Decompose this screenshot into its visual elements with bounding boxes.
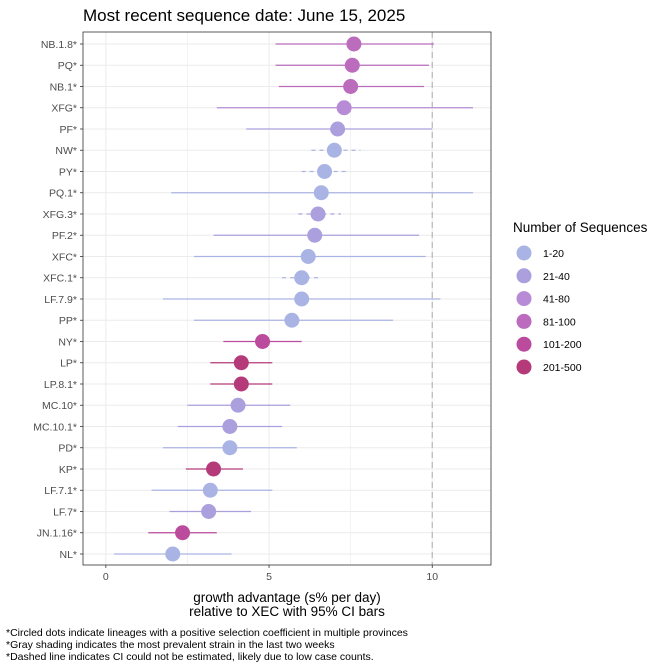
legend: 1-20 21-40 41-80 81-100 101-200 201-500 — [516, 245, 582, 375]
category-label: PY* — [59, 166, 77, 178]
category-label: PF* — [59, 124, 77, 136]
data-point — [310, 206, 326, 222]
category-label: XFG* — [51, 103, 77, 115]
footnote-2: *Gray shading indicates the most prevale… — [6, 639, 335, 651]
data-point — [317, 164, 333, 179]
category-label: NB.1* — [50, 81, 77, 93]
footnote-3: *Dashed line indicates CI could not be e… — [6, 651, 374, 663]
data-point — [284, 312, 300, 328]
legend-label: 21-40 — [543, 271, 570, 283]
data-point — [201, 504, 217, 519]
data-point — [233, 355, 249, 371]
x-axis-label-line2: relative to XEC with 95% CI bars — [189, 604, 385, 619]
points-layer — [165, 36, 362, 562]
data-point — [294, 270, 310, 286]
category-label: XFG.3* — [43, 209, 77, 221]
category-label: PD* — [58, 443, 77, 455]
legend-label: 201-500 — [543, 362, 582, 374]
data-point — [343, 79, 359, 94]
data-point — [336, 100, 352, 116]
category-label: NL* — [59, 549, 77, 561]
category-label: PQ* — [58, 60, 77, 72]
category-label: XFC* — [52, 251, 77, 263]
legend-key — [516, 245, 532, 261]
category-label: NW* — [55, 145, 77, 157]
category-label: MC.10* — [42, 400, 77, 412]
category-label: JN.1.16* — [37, 528, 77, 540]
category-label: NY* — [58, 336, 77, 348]
category-label: NB.1.8* — [41, 39, 77, 51]
panel-border — [82, 31, 492, 566]
data-point — [202, 482, 218, 498]
data-point — [255, 334, 271, 349]
x-tick-label: 10 — [426, 571, 438, 583]
x-axis-label-line1: growth advantage (s% per day) — [193, 590, 381, 605]
data-point — [206, 461, 222, 477]
category-label: PP* — [59, 315, 77, 327]
data-point — [175, 525, 191, 541]
x-tick-label: 0 — [103, 571, 109, 583]
data-point — [230, 397, 246, 413]
footnote-1: *Circled dots indicate lineages with a p… — [6, 627, 408, 639]
legend-key — [516, 336, 532, 352]
legend-key — [516, 313, 532, 329]
data-point — [346, 36, 362, 52]
category-label: PQ.1* — [49, 188, 77, 200]
legend-key — [516, 268, 532, 284]
legend-label: 1-20 — [543, 248, 564, 260]
x-tick-label: 5 — [266, 571, 272, 583]
x-tick-labels: 0 5 10 — [103, 565, 438, 583]
category-label: LF.7.9* — [44, 294, 77, 306]
legend-key — [516, 291, 532, 307]
category-labels: NB.1.8* PQ* NB.1* XFG* PF* NW* PY* PQ.1* XFG.3* P… — [33, 39, 83, 561]
data-point — [233, 376, 249, 392]
legend-label: 101-200 — [543, 339, 582, 351]
category-label: XFC.1* — [43, 273, 77, 285]
data-point — [313, 185, 329, 201]
category-label: LF.7.1* — [44, 485, 77, 497]
data-point — [165, 546, 181, 562]
data-point — [222, 440, 238, 456]
data-point — [307, 227, 323, 243]
data-point — [294, 291, 310, 307]
category-label: LP* — [60, 358, 77, 370]
category-label: PF.2* — [52, 230, 77, 242]
legend-label: 81-100 — [543, 316, 576, 328]
category-label: LP.8.1* — [44, 379, 77, 391]
legend-key — [516, 359, 532, 375]
category-label: LF.7* — [53, 506, 77, 518]
ci-bars-layer — [114, 43, 474, 555]
category-label: MC.10.1* — [33, 421, 77, 433]
data-point — [344, 57, 360, 73]
data-point — [300, 249, 316, 264]
data-point — [330, 121, 346, 137]
data-point — [222, 419, 238, 434]
category-label: KP* — [59, 464, 77, 476]
legend-label: 41-80 — [543, 294, 570, 306]
data-point — [326, 142, 342, 158]
legend-title: Number of Sequences — [513, 220, 648, 235]
chart-title: Most recent sequence date: June 15, 2025 — [83, 6, 405, 25]
